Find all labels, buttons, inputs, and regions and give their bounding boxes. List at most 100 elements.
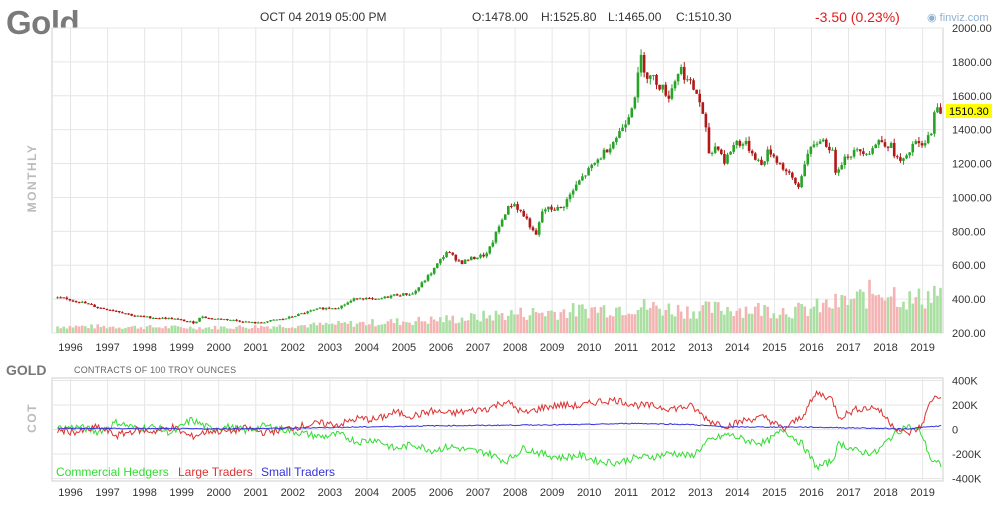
candle-body <box>383 296 387 299</box>
quote-high: H:1525.80 <box>541 10 597 24</box>
volume-bar <box>142 329 146 333</box>
volume-bar <box>121 328 124 333</box>
volume-bar <box>213 325 217 333</box>
cot-x-tick-label: 2019 <box>910 487 934 499</box>
candle-body <box>408 294 411 296</box>
candle-body <box>784 169 788 172</box>
volume-bar <box>247 328 251 333</box>
candle-body <box>639 54 643 73</box>
volume-bar <box>794 306 797 333</box>
candle-body <box>874 144 877 149</box>
volume-bar <box>698 311 702 333</box>
candle-body <box>398 295 402 297</box>
volume-bar <box>145 326 149 333</box>
volume-bar <box>908 291 911 333</box>
cot-y-tick-label: -200K <box>952 449 982 461</box>
candle-body <box>210 318 214 320</box>
candle-body <box>198 317 201 322</box>
volume-bar <box>417 316 421 333</box>
candle-body <box>226 319 229 321</box>
candle-body <box>244 321 248 323</box>
candle-body <box>821 139 825 142</box>
volume-bar <box>806 316 810 333</box>
volume-bar <box>361 321 365 333</box>
candle-body <box>142 316 146 318</box>
finviz-logo[interactable]: ◉ finviz.com <box>927 11 989 24</box>
cot-x-tick-label: 2018 <box>873 487 897 499</box>
volume-bar <box>507 315 510 333</box>
candle-body <box>522 210 526 217</box>
candle-body <box>62 297 66 299</box>
volume-bar <box>62 326 66 333</box>
volume-bar <box>926 291 930 333</box>
volume-bar <box>661 315 664 333</box>
candle-body <box>744 140 748 145</box>
volume-bar <box>590 307 593 333</box>
volume-bar <box>899 307 902 333</box>
volume-bar <box>710 312 714 333</box>
volume-bar <box>158 327 161 333</box>
candle-body <box>642 54 646 73</box>
volume-bar <box>368 324 371 333</box>
volume-bar <box>815 298 819 333</box>
volume-bar <box>682 318 686 333</box>
volume-bar <box>77 326 81 333</box>
candle-body <box>432 267 436 274</box>
price-x-tick-label: 2007 <box>466 342 490 354</box>
volume-bar <box>161 328 164 333</box>
volume-bar <box>287 327 291 333</box>
candle-body <box>568 194 572 200</box>
candle-body <box>815 143 819 145</box>
volume-bar <box>510 310 513 333</box>
volume-bar <box>917 288 921 333</box>
candle-body <box>71 300 75 302</box>
volume-bar <box>164 326 167 333</box>
volume-bar <box>821 302 825 333</box>
cot-x-tick-label: 1997 <box>95 487 119 499</box>
volume-bar <box>124 328 127 333</box>
volume-bar <box>729 311 732 333</box>
volume-bar <box>741 317 745 333</box>
candle-body <box>791 172 794 178</box>
volume-bar <box>568 312 572 333</box>
candle-body <box>204 316 208 319</box>
candle-body <box>624 124 627 128</box>
price-x-tick-label: 2012 <box>651 342 675 354</box>
volume-bar <box>744 306 748 333</box>
candle-body <box>118 311 121 313</box>
candle-body <box>340 305 343 309</box>
candle-body <box>99 307 103 309</box>
candle-body <box>605 149 609 153</box>
cot-x-tick-label: 2001 <box>244 487 268 499</box>
volume-bar <box>266 326 269 333</box>
volume-bar <box>713 301 717 333</box>
price-x-tick-label: 2010 <box>577 342 601 354</box>
candle-body <box>868 153 871 155</box>
volume-bar <box>466 320 470 333</box>
volume-bar <box>130 326 133 333</box>
candle-body <box>553 209 556 211</box>
volume-bar <box>843 295 847 333</box>
volume-bar <box>491 320 495 333</box>
volume-bar <box>429 316 433 333</box>
volume-bar <box>358 322 362 333</box>
volume-bar <box>784 314 788 333</box>
volume-bar <box>346 323 350 333</box>
volume-bar <box>260 325 263 333</box>
volume-bar <box>355 323 359 333</box>
volume-bar <box>664 309 668 333</box>
candle-body <box>531 227 535 231</box>
volume-bar <box>747 313 751 333</box>
volume-bar <box>800 303 803 333</box>
volume-bar <box>340 322 343 333</box>
volume-bar <box>686 306 689 333</box>
candle-body <box>201 316 204 318</box>
volume-bar <box>865 308 868 333</box>
volume-bar <box>920 304 924 333</box>
candle-body <box>96 307 99 309</box>
volume-bar <box>587 318 590 333</box>
volume-bar <box>250 327 254 333</box>
volume-bar <box>547 310 550 333</box>
candle-body <box>77 301 81 303</box>
candle-body <box>114 310 118 312</box>
